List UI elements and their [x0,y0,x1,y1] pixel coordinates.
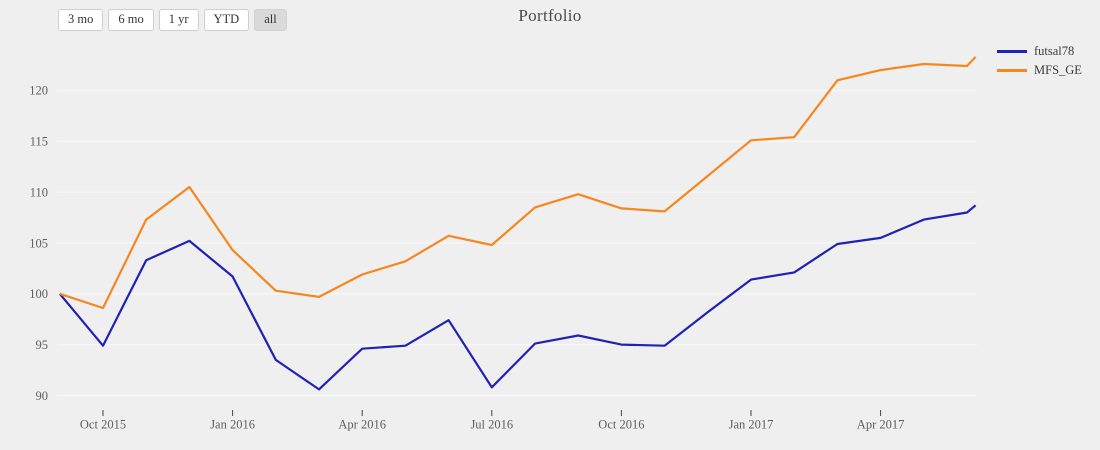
range-button-1yr[interactable]: 1 yr [158,9,199,31]
range-button-6mo[interactable]: 6 mo [108,9,154,31]
legend-item-mfs-ge[interactable]: MFS_GE [997,63,1082,78]
plot-area[interactable] [57,40,977,402]
y-tick-label-100: 100 [29,287,48,301]
range-button-3mo[interactable]: 3 mo [58,9,104,31]
y-tick-label-120: 120 [29,84,48,98]
x-tick-label: Oct 2015 [80,418,126,432]
x-tick-label: Jan 2017 [729,418,774,432]
y-tick-label-95: 95 [36,338,49,352]
x-tick-label: Apr 2017 [857,418,905,432]
range-button-ytd[interactable]: YTD [203,9,250,31]
y-tick-label-90: 90 [36,389,49,403]
range-selector: 3 mo 6 mo 1 yr YTD all [58,9,287,31]
y-tick-label-110: 110 [30,185,48,199]
legend: futsal78 MFS_GE [997,44,1082,78]
legend-swatch-futsal78 [997,50,1027,53]
series-line-MFS_GE[interactable] [59,56,977,310]
y-tick-label-115: 115 [30,135,48,149]
x-tick-label: Apr 2016 [338,418,386,432]
series-line-futsal78[interactable] [58,204,977,391]
range-button-all[interactable]: all [254,9,287,31]
legend-label: MFS_GE [1034,63,1082,77]
x-tick-label: Jan 2016 [210,418,255,432]
legend-label: futsal78 [1034,44,1075,58]
y-tick-label-105: 105 [29,236,48,250]
x-tick-label: Jul 2016 [470,418,513,432]
legend-item-futsal78[interactable]: futsal78 [997,44,1082,59]
chart-title: Portfolio [518,6,582,25]
legend-swatch-mfs-ge [997,69,1027,72]
x-tick-label: Oct 2016 [598,418,644,432]
